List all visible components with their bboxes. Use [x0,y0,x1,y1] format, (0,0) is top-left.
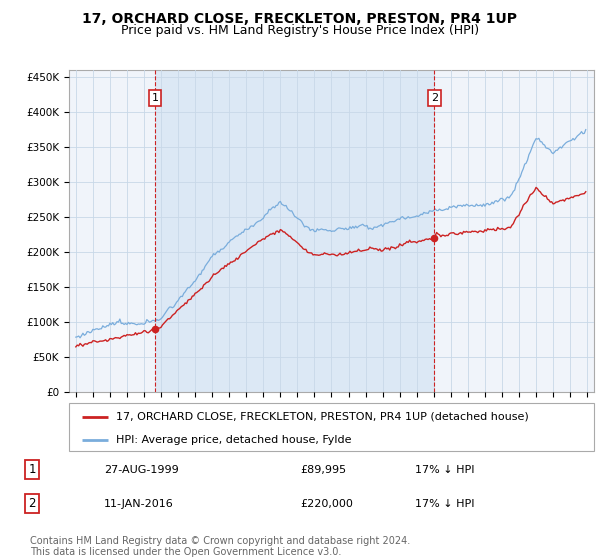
Text: 1: 1 [152,93,158,103]
Text: 11-JAN-2016: 11-JAN-2016 [104,499,174,509]
Text: 27-AUG-1999: 27-AUG-1999 [104,465,179,475]
Text: 2: 2 [431,93,438,103]
Text: 2: 2 [28,497,36,510]
Bar [155,70,434,392]
Text: Contains HM Land Registry data © Crown copyright and database right 2024.
This d: Contains HM Land Registry data © Crown c… [30,535,410,557]
Text: Price paid vs. HM Land Registry's House Price Index (HPI): Price paid vs. HM Land Registry's House … [121,24,479,36]
Text: HPI: Average price, detached house, Fylde: HPI: Average price, detached house, Fyld… [116,435,352,445]
Text: 17% ↓ HPI: 17% ↓ HPI [415,465,475,475]
Text: £220,000: £220,000 [300,499,353,509]
Text: 1: 1 [28,463,36,476]
Text: 17, ORCHARD CLOSE, FRECKLETON, PRESTON, PR4 1UP: 17, ORCHARD CLOSE, FRECKLETON, PRESTON, … [83,12,517,26]
Text: 17% ↓ HPI: 17% ↓ HPI [415,499,475,509]
Text: £89,995: £89,995 [300,465,346,475]
Text: 17, ORCHARD CLOSE, FRECKLETON, PRESTON, PR4 1UP (detached house): 17, ORCHARD CLOSE, FRECKLETON, PRESTON, … [116,412,529,422]
